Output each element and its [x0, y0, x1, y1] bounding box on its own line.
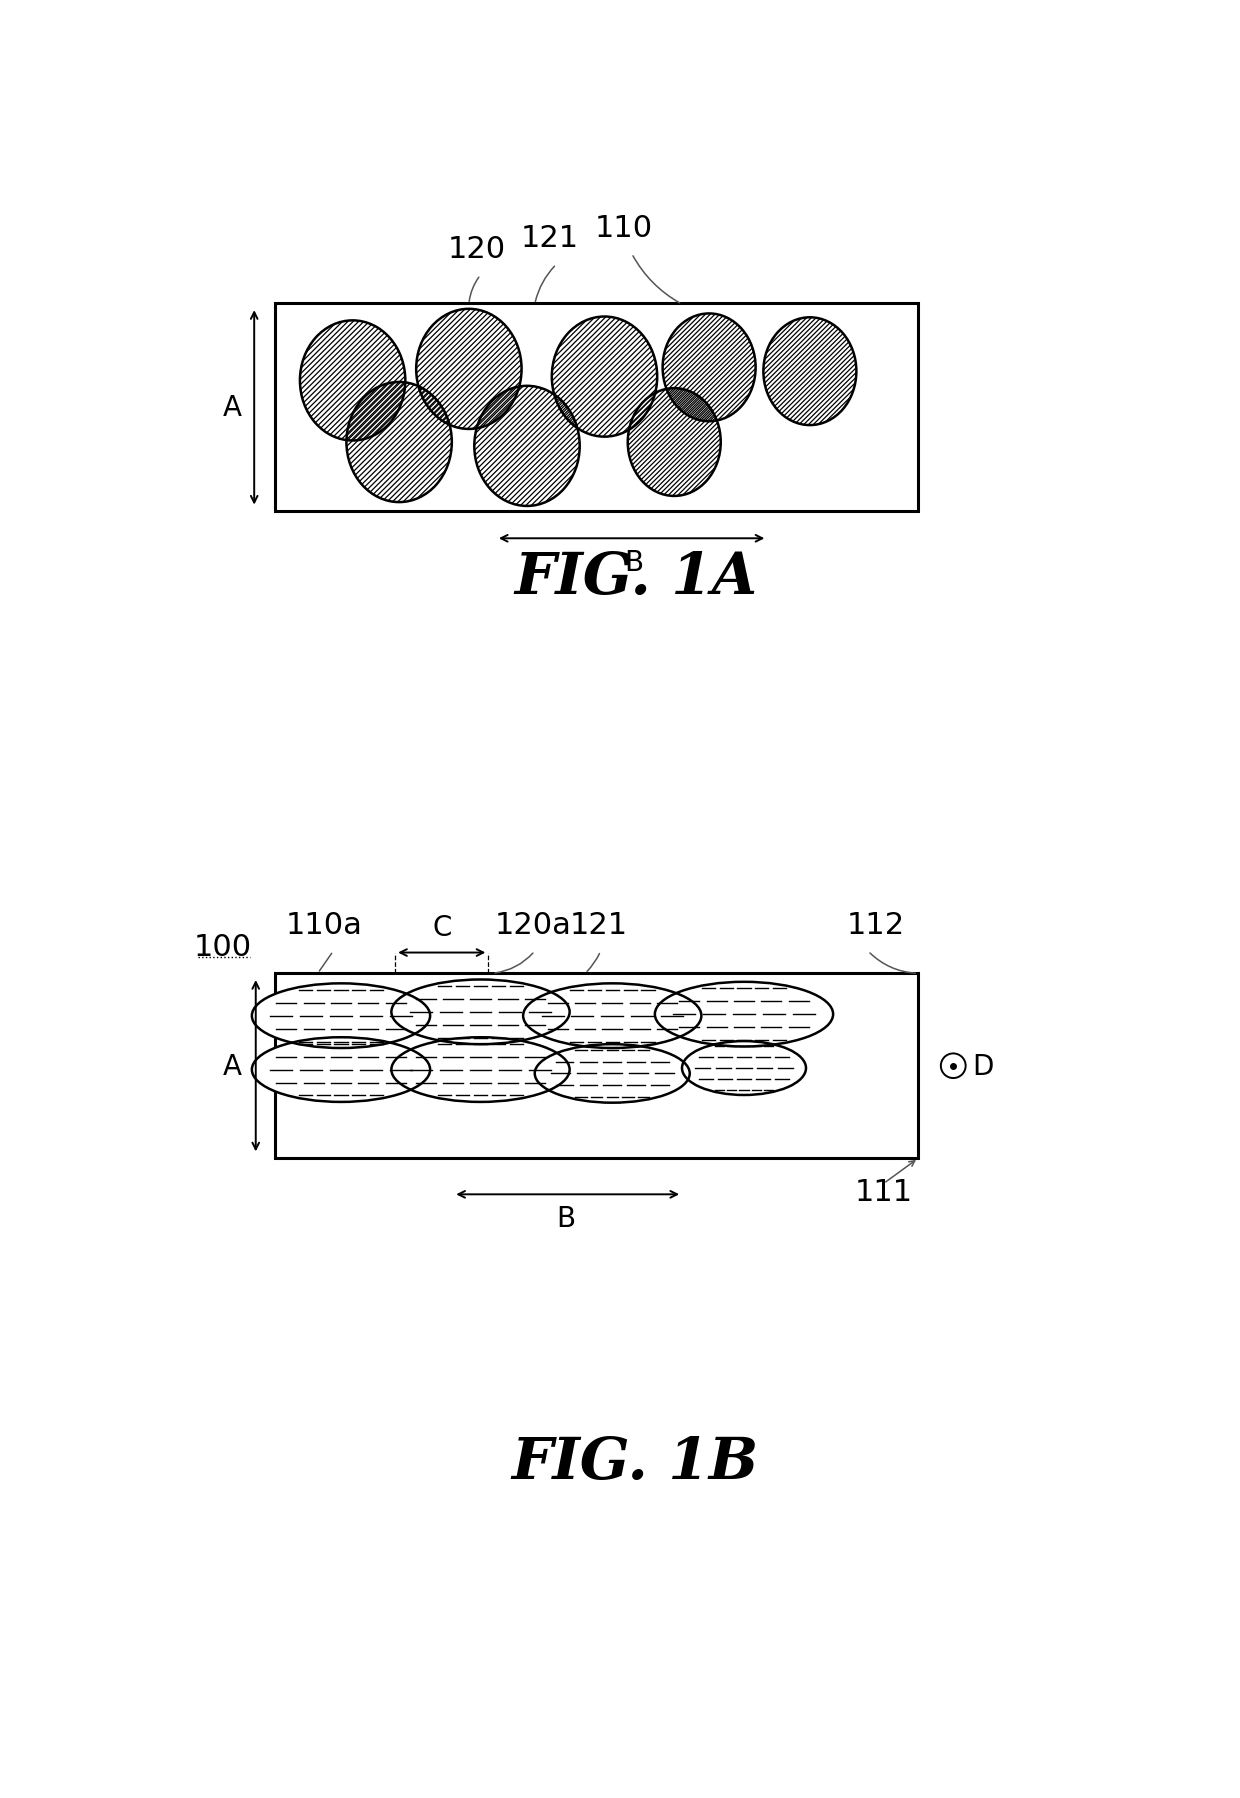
Text: 120: 120	[448, 234, 506, 264]
Text: A: A	[223, 1052, 242, 1081]
Text: D: D	[972, 1052, 994, 1081]
Text: 120a: 120a	[495, 910, 572, 939]
Text: 112: 112	[847, 910, 905, 939]
Ellipse shape	[552, 316, 657, 437]
Ellipse shape	[523, 984, 702, 1048]
Ellipse shape	[764, 318, 857, 426]
Ellipse shape	[662, 315, 755, 423]
Text: FIG. 1A: FIG. 1A	[513, 548, 758, 606]
Text: B: B	[557, 1205, 575, 1233]
Ellipse shape	[252, 1037, 430, 1102]
Bar	[275, 304, 919, 512]
Ellipse shape	[534, 1045, 689, 1104]
Ellipse shape	[346, 383, 451, 503]
Text: 111: 111	[854, 1178, 913, 1206]
Text: 110a: 110a	[285, 910, 362, 939]
Bar	[275, 975, 919, 1158]
Text: 121: 121	[569, 910, 627, 939]
Text: 110: 110	[595, 214, 653, 243]
Ellipse shape	[252, 984, 430, 1048]
Ellipse shape	[417, 309, 522, 430]
Text: B: B	[625, 548, 644, 575]
Ellipse shape	[627, 388, 720, 496]
Ellipse shape	[474, 387, 580, 507]
Text: C: C	[432, 913, 451, 942]
Text: FIG. 1B: FIG. 1B	[512, 1435, 759, 1491]
Text: 121: 121	[521, 223, 579, 254]
Ellipse shape	[655, 982, 833, 1046]
Ellipse shape	[392, 1037, 569, 1102]
Ellipse shape	[300, 322, 405, 441]
Ellipse shape	[392, 980, 569, 1045]
Text: 100: 100	[195, 933, 252, 962]
Text: A: A	[223, 394, 242, 423]
Ellipse shape	[682, 1041, 806, 1095]
